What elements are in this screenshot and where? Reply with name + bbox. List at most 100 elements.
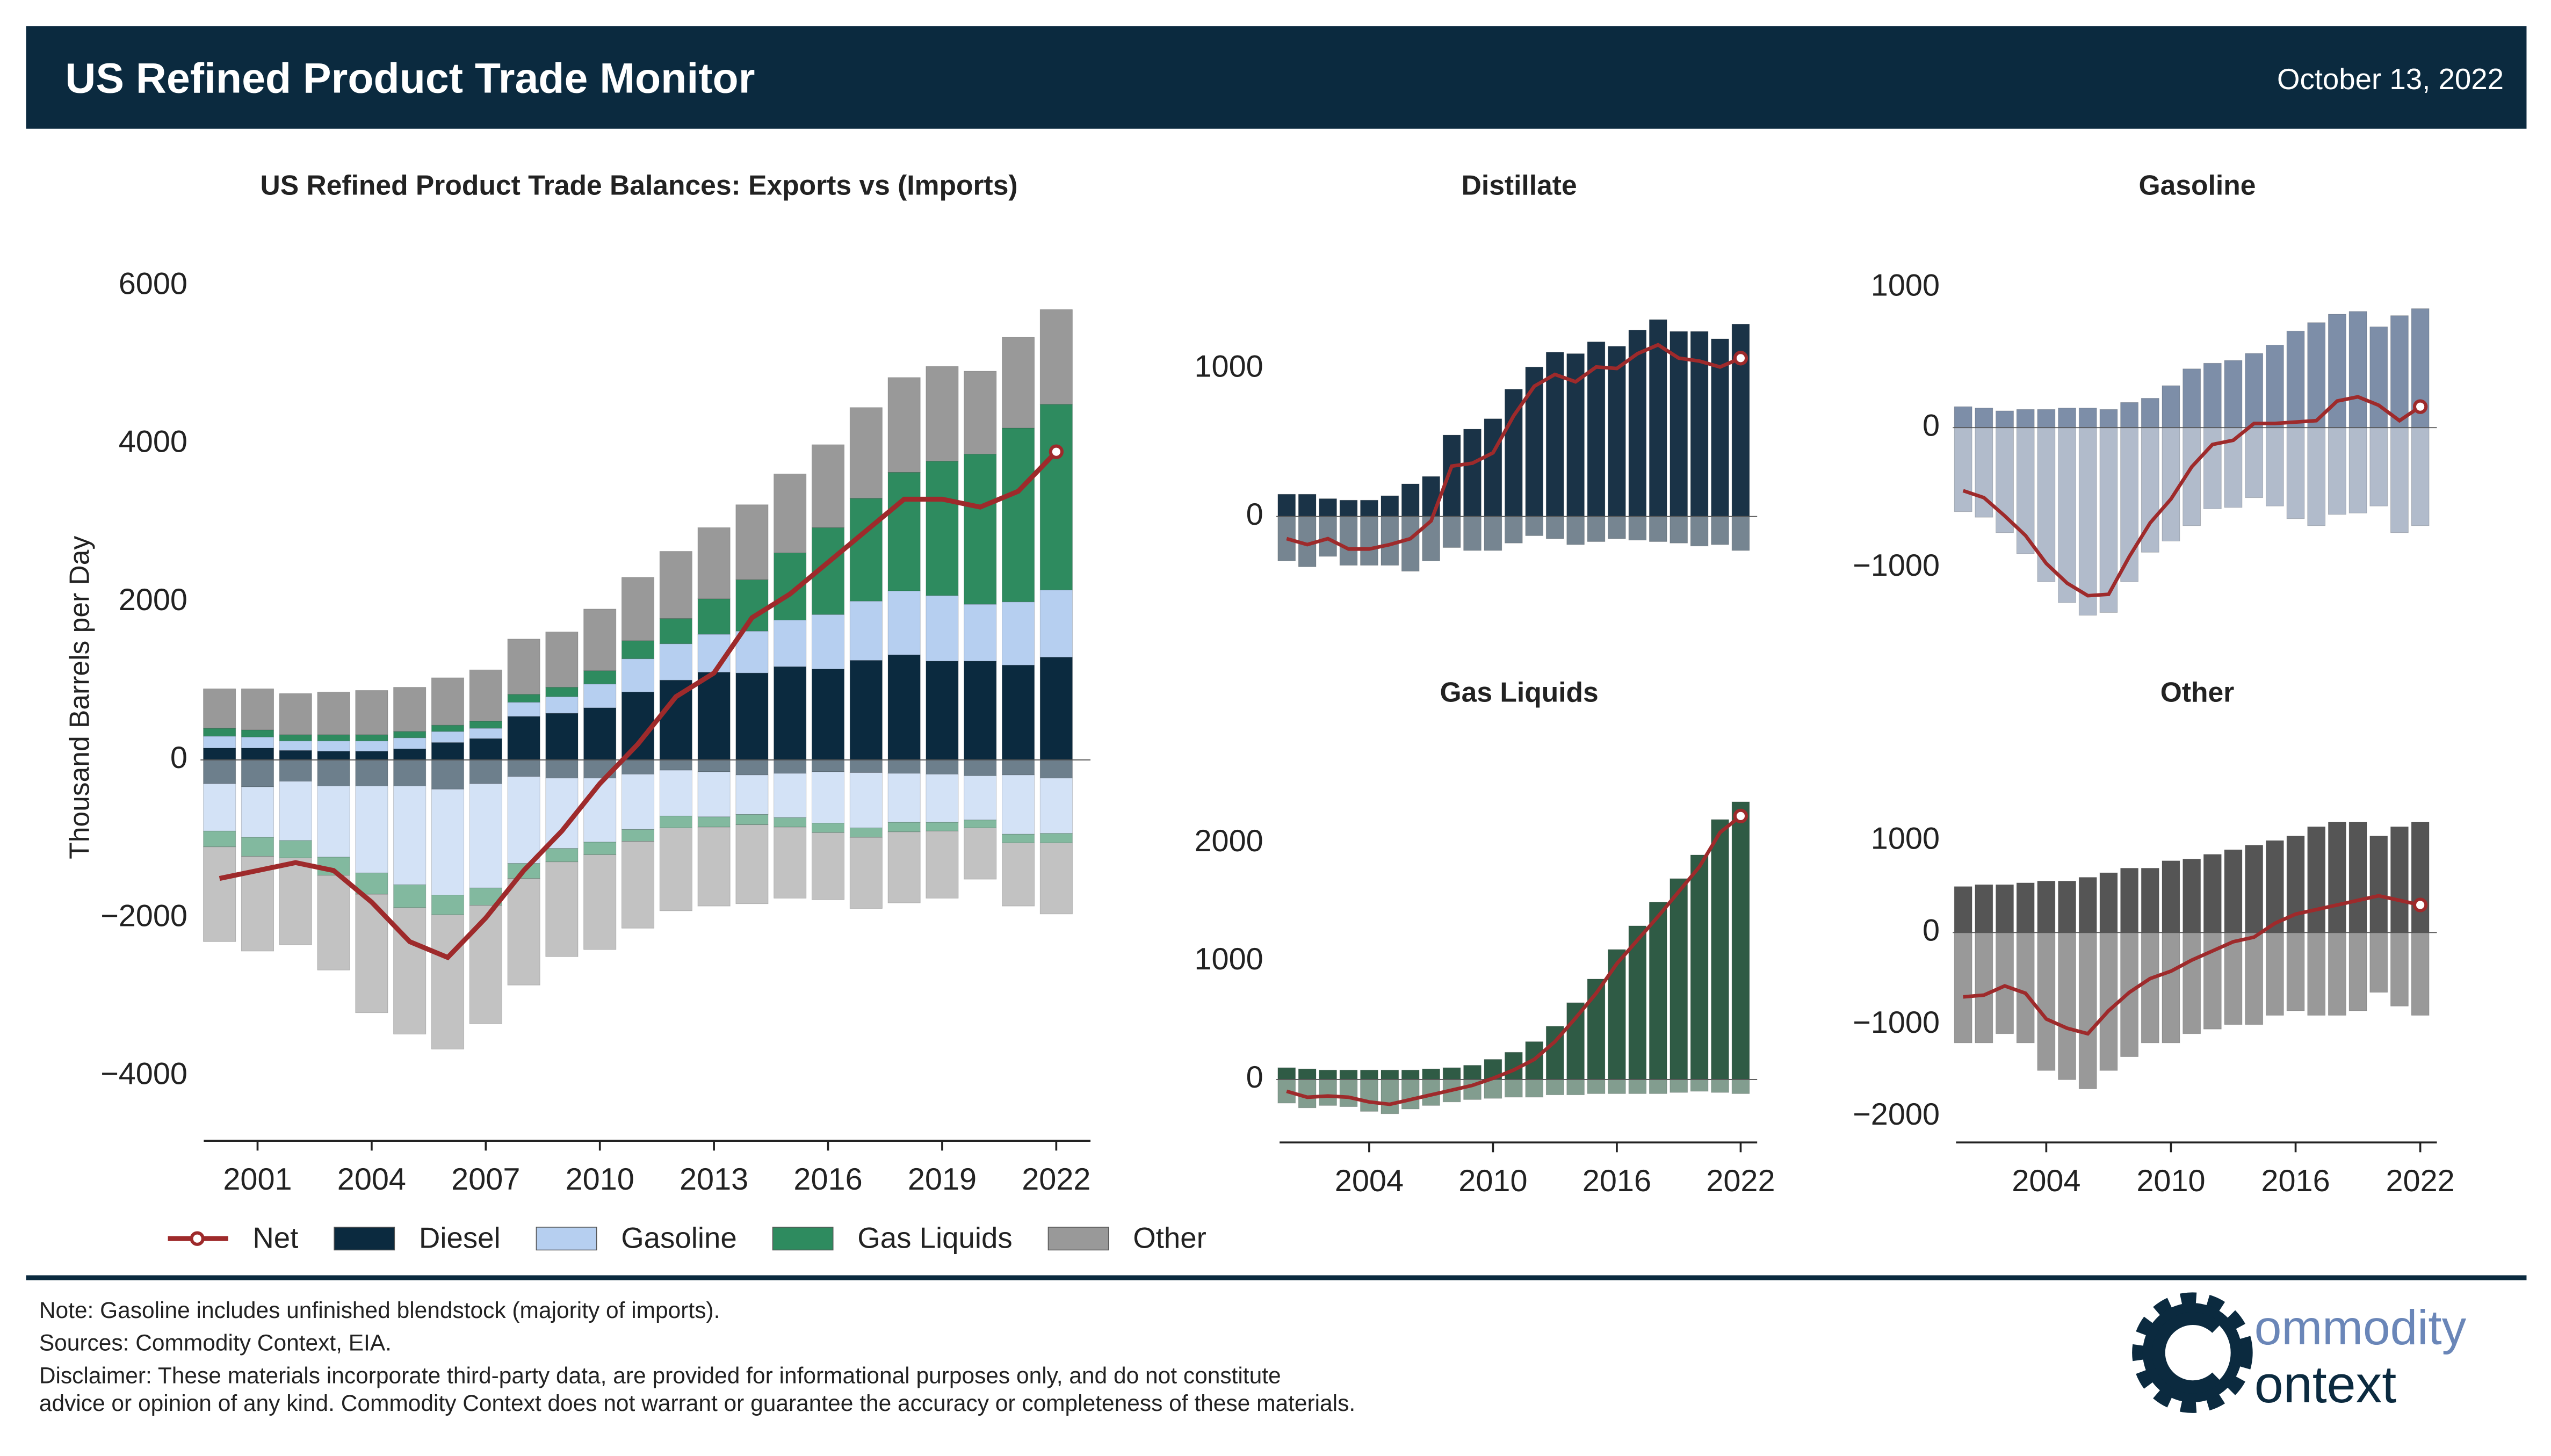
import-bar	[1649, 1079, 1667, 1094]
export-bar	[507, 716, 540, 760]
import-bar	[2037, 932, 2056, 1071]
export-bar	[1731, 801, 1750, 1080]
import-bar	[1670, 516, 1688, 544]
import-bar	[2390, 427, 2409, 533]
import-bar	[279, 857, 312, 945]
y-tick-label: −2000	[100, 899, 187, 933]
logo: ommodity ontext	[2132, 1292, 2467, 1414]
export-bar	[2369, 836, 2388, 933]
y-tick-label: 0	[1923, 914, 1940, 948]
export-bar	[355, 690, 388, 735]
import-bar	[774, 827, 807, 899]
import-bar	[659, 770, 692, 816]
logo-text: ontext	[2254, 1355, 2397, 1414]
import-bar	[1545, 1079, 1564, 1096]
export-bar	[2058, 408, 2076, 428]
export-bar	[203, 728, 236, 737]
import-bar	[1649, 516, 1667, 542]
export-bar	[2286, 330, 2305, 428]
import-bar	[545, 778, 579, 849]
import-bar	[1484, 1079, 1502, 1099]
import-bar	[811, 771, 845, 824]
import-bar	[1545, 516, 1564, 539]
export-bar	[583, 684, 617, 708]
import-bar	[2183, 932, 2201, 1034]
x-tick-label: 2004	[337, 1162, 406, 1197]
export-bar	[431, 731, 465, 743]
export-bar	[887, 590, 921, 655]
y-tick-label: 0	[170, 741, 187, 775]
export-bar	[697, 672, 731, 760]
import-bar	[2328, 427, 2346, 515]
export-bar	[1422, 1068, 1440, 1080]
import-bar	[2245, 427, 2264, 498]
export-bar	[964, 371, 997, 455]
export-bar	[735, 631, 769, 673]
net-latest	[2412, 897, 2428, 912]
export-bar	[1298, 494, 1317, 517]
export-bar	[1360, 1069, 1378, 1080]
import-bar	[2286, 932, 2305, 1011]
import-bar	[1587, 1079, 1606, 1094]
export-bar	[1996, 884, 2014, 933]
export-bar	[659, 643, 692, 680]
import-bar	[2411, 427, 2430, 526]
logo-text: ommodity	[2254, 1301, 2467, 1355]
x-tick-label: 2019	[908, 1162, 977, 1197]
export-bar	[1442, 1067, 1461, 1080]
export-bar	[1422, 476, 1440, 517]
export-bar	[659, 618, 692, 644]
import-bar	[811, 832, 845, 900]
net-line	[1963, 894, 2421, 1036]
net-line	[1962, 395, 2422, 598]
export-bar	[2348, 822, 2367, 933]
import-bar	[697, 816, 731, 828]
import-bar	[393, 884, 427, 908]
logo-c	[2152, 1312, 2222, 1394]
export-bar	[203, 748, 236, 760]
import-bar	[849, 827, 883, 838]
import-bar	[1670, 1079, 1688, 1093]
export-bar	[203, 689, 236, 729]
export-bar	[774, 666, 807, 760]
import-bar	[1339, 1079, 1358, 1107]
import-bar	[1954, 932, 1972, 1044]
import-bar	[317, 786, 350, 858]
import-bar	[774, 759, 807, 774]
import-bar	[2224, 932, 2243, 1025]
y-tick-label: 1000	[1195, 942, 1263, 976]
import-bar	[279, 840, 312, 858]
import-bar	[1731, 516, 1750, 551]
export-bar	[1954, 406, 1972, 428]
import-bar	[2078, 932, 2097, 1089]
export-bar	[2307, 826, 2326, 933]
y-tick-label: −1000	[1853, 1005, 1940, 1040]
export-bar	[355, 741, 388, 752]
export-bar	[659, 551, 692, 619]
import-bar	[241, 837, 274, 857]
import-bar	[431, 914, 465, 1049]
x-tick-label: 2016	[2261, 1164, 2330, 1198]
import-bar	[545, 861, 579, 957]
x-tick-label: 2022	[1706, 1164, 1775, 1198]
import-bar	[469, 759, 502, 784]
import-bar	[659, 815, 692, 828]
export-bar	[1002, 664, 1035, 760]
import-bar	[2099, 932, 2118, 1071]
export-bar	[393, 737, 427, 749]
legend-swatch	[334, 1227, 395, 1251]
export-bar	[1401, 483, 1420, 517]
export-bar	[1608, 346, 1626, 517]
export-bar	[1298, 1068, 1317, 1080]
export-bar	[1628, 330, 1647, 517]
import-bar	[1731, 1079, 1750, 1094]
import-bar	[964, 759, 997, 776]
import-bar	[1360, 516, 1378, 566]
x-tick-label: 2004	[1335, 1164, 1404, 1198]
export-bar	[849, 600, 883, 661]
y-tick-label: 1000	[1195, 349, 1263, 383]
import-bar	[1002, 774, 1035, 835]
import-bar	[1711, 1079, 1729, 1093]
export-bar	[431, 677, 465, 726]
